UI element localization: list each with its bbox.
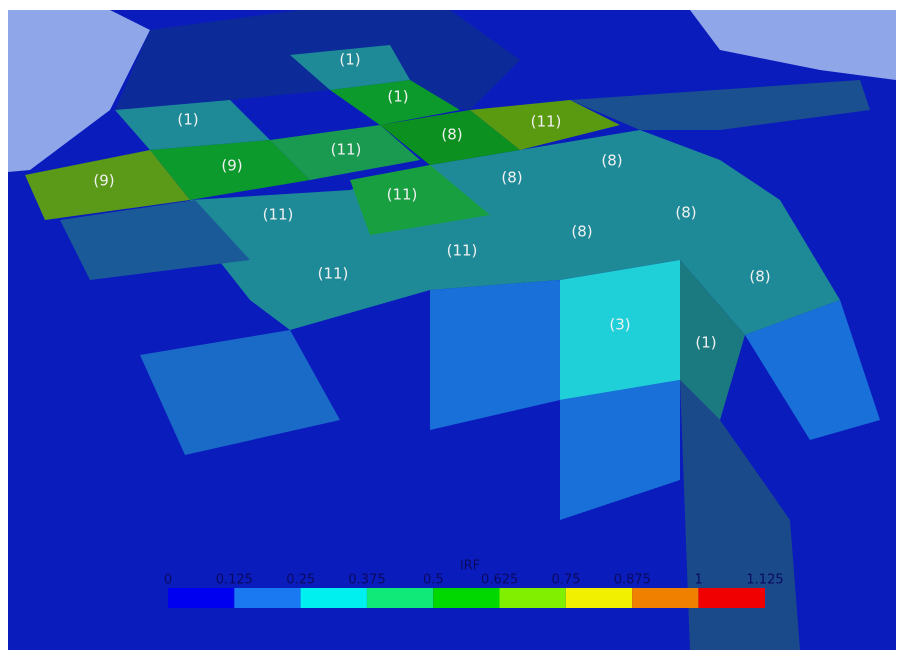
legend-label: 1 (695, 573, 703, 588)
legend-label: 0.5 (423, 573, 444, 588)
cell-label: (8) (675, 204, 696, 222)
cell-label: (9) (221, 157, 242, 175)
cell-label: (1) (695, 334, 716, 352)
cell-label: (11) (531, 113, 562, 131)
cell-label: (8) (601, 152, 622, 170)
legend-label: 1.125 (746, 573, 783, 588)
legend-label: 0.25 (286, 573, 315, 588)
cell-label: (11) (387, 186, 418, 204)
legend-label: 0.875 (614, 573, 651, 588)
render-view: IRF (1) (1) (1) (8) (11) (9) (9) (11) (8) (8) (11)… (0, 0, 904, 660)
legend-label: 0 (164, 573, 172, 588)
cell-label: (1) (339, 51, 360, 69)
cell-label: (11) (263, 206, 294, 224)
cell-label: (11) (331, 141, 362, 159)
cell-label: (8) (501, 169, 522, 187)
cell-label: (1) (177, 111, 198, 129)
cell-label: (11) (318, 265, 349, 283)
cell-label: (3) (609, 316, 630, 334)
legend-label: 0.625 (481, 573, 518, 588)
cell-label: (8) (749, 268, 770, 286)
legend-label: 0.75 (552, 573, 581, 588)
cell-label: (1) (387, 88, 408, 106)
cell-label: (8) (441, 126, 462, 144)
legend-label: 0.125 (216, 573, 253, 588)
cell-label: (9) (93, 172, 114, 190)
legend-bar (168, 588, 765, 608)
cell-label: (11) (447, 242, 478, 260)
cell-label: (8) (571, 223, 592, 241)
legend-title: IRF (460, 559, 480, 574)
legend-label: 0.375 (348, 573, 385, 588)
